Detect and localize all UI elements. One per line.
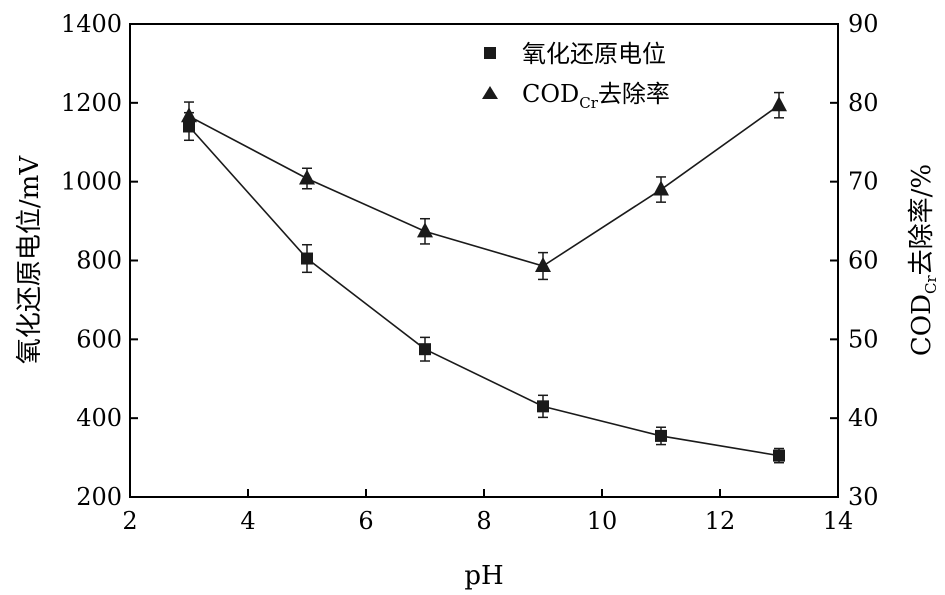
data-point-square (537, 400, 549, 413)
y-left-tick-label: 1000 (61, 168, 122, 196)
legend-marker-square (484, 47, 496, 59)
data-point-triangle (653, 180, 669, 196)
legend-marker-triangle (482, 86, 498, 99)
y-right-tick-label: 80 (848, 89, 879, 117)
x-axis-label: pH (464, 561, 503, 591)
data-point-triangle (535, 257, 551, 273)
y-right-tick-label: 90 (848, 10, 879, 38)
y-left-tick-label: 200 (76, 483, 122, 511)
data-point-triangle (771, 96, 787, 112)
y-left-tick-label: 1200 (61, 89, 122, 117)
x-tick-label: 12 (705, 507, 736, 535)
legend: 氧化还原电位 CODCr去除率 (482, 40, 670, 112)
x-tick-label: 6 (358, 507, 373, 535)
legend-label-cod-rest: 去除率 (598, 80, 670, 108)
y-left-tick-label: 600 (76, 325, 122, 353)
series-line-1 (188, 104, 780, 267)
x-tick-label: 8 (476, 507, 491, 535)
legend-label-orp: 氧化还原电位 (522, 40, 666, 68)
y-right-tick-label: 40 (848, 404, 879, 432)
x-tick-label: 14 (823, 507, 854, 535)
x-tick-label: 2 (122, 507, 137, 535)
legend-label-cod-main: COD (522, 80, 579, 108)
data-point-square (773, 449, 785, 462)
y-left-tick-label: 1400 (61, 10, 122, 38)
plot-frame (129, 23, 839, 498)
x-tick-label: 10 (587, 507, 618, 535)
y-right-tick-label: 60 (848, 247, 879, 275)
y-axis-left-label: 氧化还原电位/mV (15, 155, 45, 364)
x-tick-label: 4 (240, 507, 255, 535)
y-axis-right-label-main: COD (907, 294, 937, 356)
y-axis-right: 30 40 50 60 70 80 90 (830, 10, 879, 511)
data-point-triangle (299, 169, 315, 185)
data-point-square (419, 343, 431, 356)
data-point-square (301, 252, 313, 265)
y-axis-right-label-rest: 去除率/% (907, 164, 937, 275)
y-axis-right-label: CODCr去除率/% (907, 164, 940, 356)
y-right-tick-label: 50 (848, 325, 879, 353)
y-right-tick-label: 30 (848, 483, 879, 511)
data-point-triangle (417, 222, 433, 238)
y-left-tick-label: 800 (76, 247, 122, 275)
y-left-tick-label: 400 (76, 404, 122, 432)
y-axis-left: 200 400 600 800 1000 1200 1400 (61, 10, 138, 511)
data-point-triangle (181, 107, 197, 123)
plot-border (129, 23, 839, 498)
y-axis-right-label-sub: Cr (922, 275, 940, 294)
series-layer (181, 91, 787, 464)
legend-label-cod-sub: Cr (579, 94, 598, 112)
series-line-0 (188, 125, 780, 457)
y-right-tick-label: 70 (848, 168, 879, 196)
x-axis: 2 4 6 8 10 12 14 (122, 489, 853, 535)
data-point-square (655, 429, 667, 442)
legend-label-cod: CODCr去除率 (522, 80, 670, 112)
